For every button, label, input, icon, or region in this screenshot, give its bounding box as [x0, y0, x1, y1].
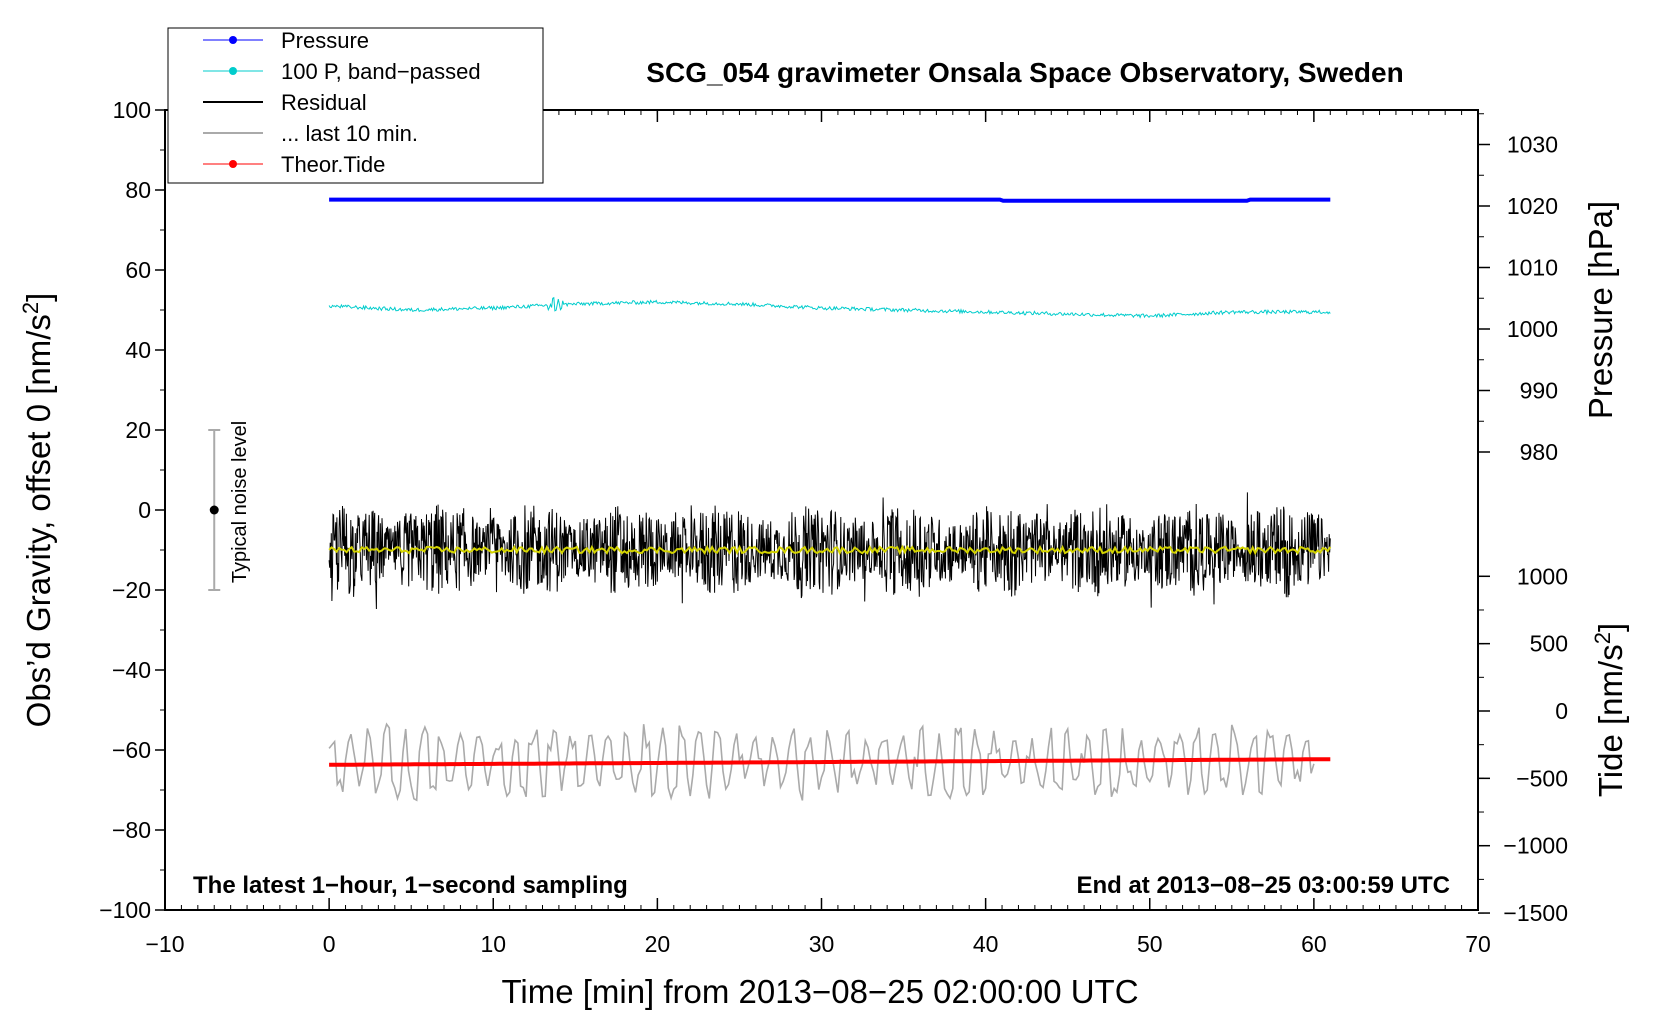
tide-tick-label: 1000 [1517, 563, 1568, 589]
tide-axis-title-sup: 2 [1590, 632, 1615, 644]
pressure-tick-label: 1010 [1507, 255, 1558, 281]
x-tick-label: 50 [1137, 931, 1163, 957]
legend-label: 100 P, band−passed [281, 59, 481, 84]
series-residual-smoothed [328, 544, 1332, 556]
y-axis-title-sup: 2 [18, 302, 43, 314]
axis-ticks: −10 0 10 20 30 40 50 60 70−100−80−60−40−20020406… [99, 97, 1568, 957]
chart-title: SCG_054 gravimeter Onsala Space Observat… [646, 57, 1403, 88]
annotation-end-time: End at 2013−08−25 03:00:59 UTC [1076, 872, 1450, 899]
tide-tick-label: −1000 [1503, 833, 1568, 859]
legend-items: Pressure 100 P, band−passed Residual ... la… [203, 28, 481, 177]
noise-level-label: Typical noise level [229, 421, 251, 583]
noise-level-indicator: Typical noise level [208, 421, 251, 591]
y-tick-label: 40 [125, 337, 151, 363]
legend: Pressure 100 P, band−passed Residual ... la… [167, 27, 544, 184]
tide-tick-label: 0 [1555, 698, 1568, 724]
x-tick-label: 0 [323, 931, 336, 957]
legend-label: Pressure [281, 28, 369, 53]
legend-swatch-marker [229, 67, 237, 75]
x-tick-label: 10 [480, 931, 506, 957]
x-axis-title: Time [min] from 2013−08−25 02:00:00 UTC [501, 973, 1138, 1010]
y-tick-label: −40 [112, 657, 151, 683]
tide-axis-title: Tide [nm/s2] [1590, 623, 1630, 797]
series-pressure [329, 197, 1331, 203]
x-tick-label: 70 [1465, 931, 1491, 957]
series-layer [328, 197, 1332, 802]
legend-swatch-marker [229, 160, 237, 168]
y-tick-label: 80 [125, 177, 151, 203]
tide-tick-label: 500 [1530, 631, 1568, 657]
x-tick-label: 40 [973, 931, 999, 957]
x-tick-label: 30 [809, 931, 835, 957]
y-tick-label: −20 [112, 577, 151, 603]
series-pressure-bandpassed [328, 296, 1331, 319]
legend-swatch-marker [229, 36, 237, 44]
y-tick-label: −80 [112, 817, 151, 843]
legend-label: Theor.Tide [281, 152, 385, 177]
y-tick-label: 60 [125, 257, 151, 283]
tide-axis-title-main: Tide [nm/s [1592, 644, 1629, 797]
tide-axis-title-end: ] [1592, 623, 1629, 632]
pressure-tick-label: 1030 [1507, 132, 1558, 158]
tide-tick-label: −500 [1516, 765, 1568, 791]
x-tick-label: −10 [145, 931, 184, 957]
annotation-sampling: The latest 1−hour, 1−second sampling [193, 872, 628, 899]
legend-label: ... last 10 min. [281, 121, 418, 146]
y-axis-title-main: Obs’d Gravity, offset 0 [nm/s [20, 314, 57, 727]
series-last-10-min [328, 722, 1315, 802]
y-axis-title: Obs’d Gravity, offset 0 [nm/s2] [18, 293, 58, 728]
x-tick-label: 60 [1301, 931, 1327, 957]
noise-center-dot [209, 505, 219, 515]
y-tick-label: 20 [125, 417, 151, 443]
series-theor-tide [329, 757, 1331, 767]
legend-label: Residual [281, 90, 367, 115]
series-residual [328, 492, 1331, 610]
pressure-tick-label: 980 [1520, 439, 1558, 465]
y-tick-label: −100 [99, 897, 151, 923]
x-tick-label: 20 [645, 931, 671, 957]
pressure-axis-title: Pressure [hPa] [1582, 201, 1619, 419]
tide-tick-label: −1500 [1503, 900, 1568, 926]
legend-box [167, 27, 544, 184]
pressure-tick-label: 990 [1520, 378, 1558, 404]
pressure-tick-label: 1020 [1507, 193, 1558, 219]
y-axis-title-end: ] [20, 293, 57, 302]
pressure-tick-label: 1000 [1507, 316, 1558, 342]
y-tick-label: −60 [112, 737, 151, 763]
y-tick-label: 100 [113, 97, 151, 123]
y-tick-label: 0 [138, 497, 151, 523]
